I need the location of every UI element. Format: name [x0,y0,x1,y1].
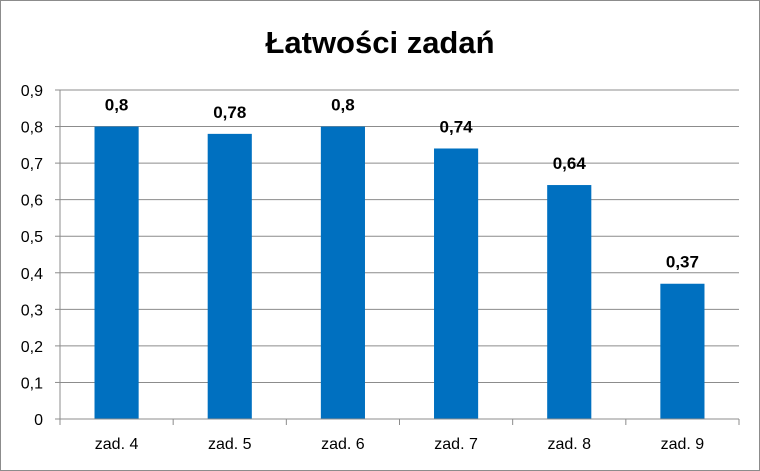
x-tick-label: zad. 7 [434,436,478,453]
y-tick-label: 0,6 [21,193,43,210]
y-tick-label: 0,5 [21,229,43,246]
bar [660,283,705,419]
data-label: 0,37 [666,253,699,272]
x-tick-labels: zad. 4 zad. 5 zad. 6 zad. 7 zad. 8 zad. 9 [59,419,740,453]
x-tick-label: zad. 8 [547,436,591,453]
bar [207,133,252,419]
bars [94,126,705,420]
y-tick-label: 0,3 [21,302,43,319]
data-label: 0,64 [553,154,587,173]
axes [59,90,739,420]
y-tick-label: 0,7 [21,156,43,173]
x-tick-label: zad. 6 [321,436,365,453]
y-tick-label: 0,8 [21,120,43,137]
data-labels: 0,8 0,78 0,8 0,74 0,64 0,37 [105,96,699,272]
data-label: 0,8 [105,96,129,115]
data-label: 0,74 [440,117,474,136]
y-tick-label: 0,1 [21,375,43,392]
y-tick-labels: 0 0,1 0,2 0,3 0,4 0,5 0,6 0,7 0,8 0,9 [21,83,60,429]
y-tick-label: 0,4 [21,266,43,283]
y-tick-label: 0,2 [21,339,43,356]
x-tick-label: zad. 4 [95,436,139,453]
data-label: 0,8 [331,96,355,115]
x-tick-label: zad. 9 [661,436,705,453]
data-label: 0,78 [213,103,246,122]
y-tick-label: 0,9 [21,83,43,100]
chart-title: Łatwości zadań [265,25,494,60]
x-tick-label: zad. 5 [208,436,252,453]
bar [320,126,365,420]
y-tick-label: 0 [34,412,43,429]
gridlines [60,89,739,383]
bar [434,148,479,419]
bar [547,185,592,419]
bar [94,126,139,420]
